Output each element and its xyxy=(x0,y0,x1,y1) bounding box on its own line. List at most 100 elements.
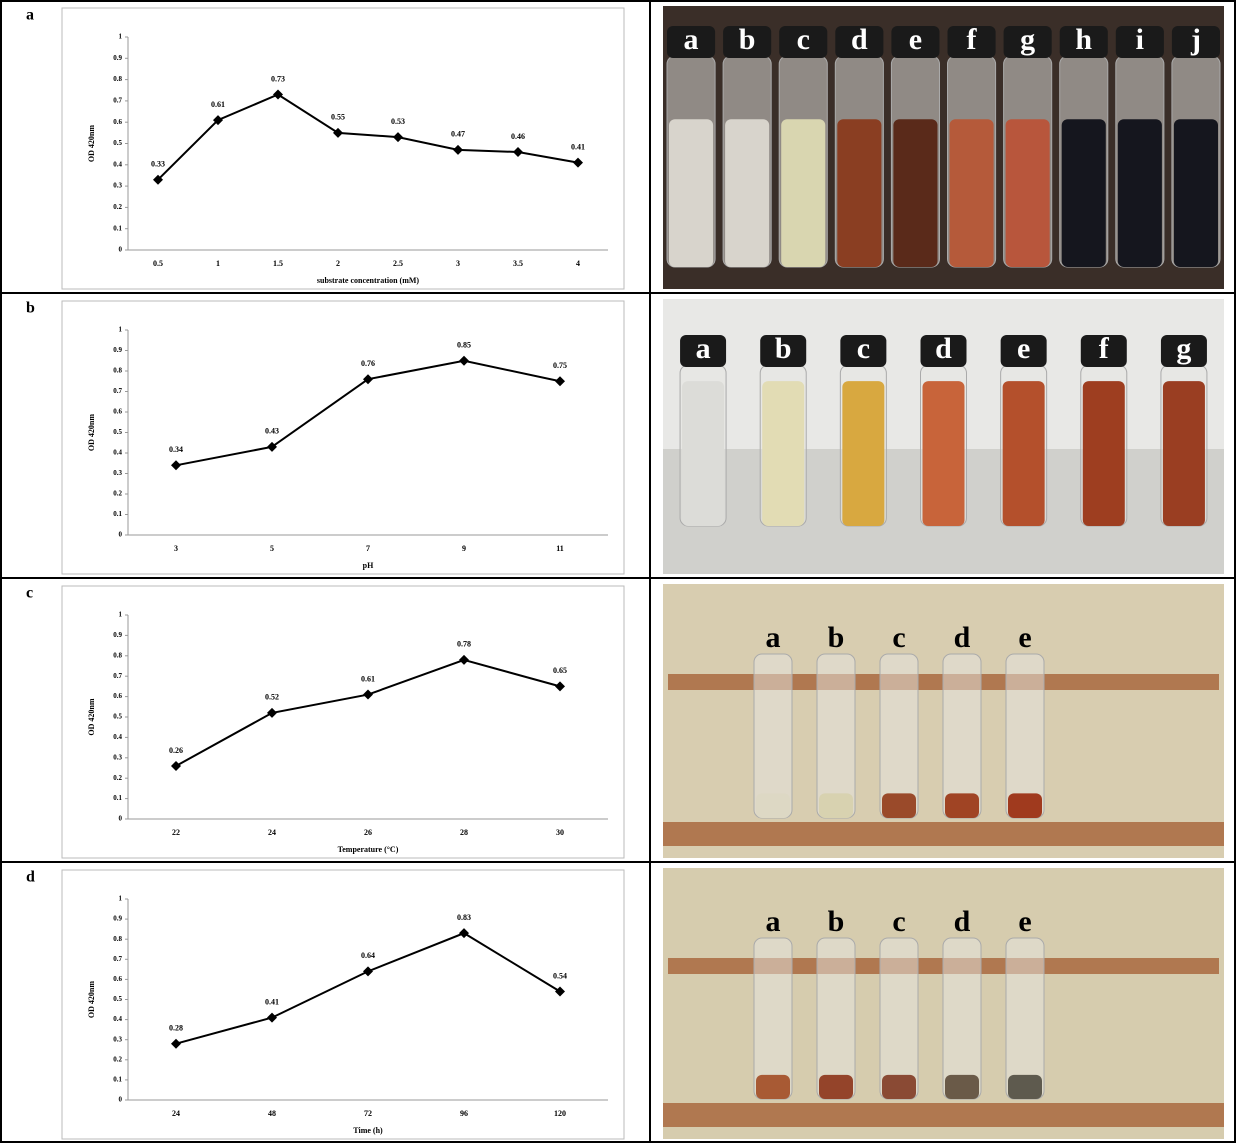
y-axis-label: OD 420nm xyxy=(87,414,96,451)
x-tick-label: 72 xyxy=(364,1109,372,1118)
x-tick-label: 120 xyxy=(554,1109,566,1118)
data-label: 0.75 xyxy=(553,361,567,370)
tube-label: b xyxy=(739,23,756,56)
y-tick-label: 0.4 xyxy=(113,733,122,741)
tube-label: j xyxy=(1190,23,1201,56)
chart-frame xyxy=(62,8,624,289)
data-label: 0.65 xyxy=(553,666,567,675)
data-label: 0.73 xyxy=(271,74,285,83)
tube-liquid xyxy=(781,119,825,267)
y-axis-label: OD 420nm xyxy=(87,125,96,162)
tube-liquid xyxy=(669,119,713,267)
y-tick-label: 0 xyxy=(119,815,123,823)
y-tick-label: 0 xyxy=(119,246,123,254)
x-tick-label: 4 xyxy=(576,259,580,268)
y-tick-label: 0.6 xyxy=(113,408,122,416)
tube-label: e xyxy=(1018,621,1031,654)
tube-liquid xyxy=(819,1075,853,1099)
tube-liquid xyxy=(1008,1075,1042,1099)
y-tick-label: 0.4 xyxy=(113,449,122,457)
tube-label: h xyxy=(1075,23,1092,56)
data-label: 0.47 xyxy=(451,130,465,139)
x-tick-label: 30 xyxy=(556,828,564,837)
tube-liquid xyxy=(893,119,937,267)
chart-frame xyxy=(62,301,624,574)
tube-liquid xyxy=(837,119,881,267)
y-tick-label: 0.6 xyxy=(113,118,122,126)
data-label: 0.52 xyxy=(265,693,279,702)
x-tick-label: 22 xyxy=(172,828,180,837)
y-axis-label: OD 420nm xyxy=(87,698,96,735)
tube-label: c xyxy=(857,332,870,365)
tube-label: e xyxy=(1018,905,1031,938)
panel-letter: b xyxy=(26,300,35,317)
tube-liquid xyxy=(923,381,965,526)
data-label: 0.83 xyxy=(457,913,471,922)
tube-label: c xyxy=(892,621,905,654)
y-tick-label: 0.5 xyxy=(113,713,122,721)
y-tick-label: 0.4 xyxy=(113,1015,122,1023)
x-tick-label: 9 xyxy=(462,544,466,553)
y-tick-label: 0.1 xyxy=(113,794,122,802)
y-tick-label: 0.5 xyxy=(113,428,122,436)
y-tick-label: 0.1 xyxy=(113,510,122,518)
tube-liquid xyxy=(1006,119,1050,267)
rack-base xyxy=(663,822,1224,846)
y-tick-label: 0 xyxy=(119,531,123,539)
y-tick-label: 0.3 xyxy=(113,182,122,190)
y-tick-label: 0.8 xyxy=(113,651,122,659)
data-label: 0.85 xyxy=(457,341,471,350)
data-label: 0.43 xyxy=(265,427,279,436)
tube-liquid xyxy=(945,793,979,818)
y-tick-label: 1 xyxy=(119,326,123,334)
tube-label: d xyxy=(954,621,971,654)
y-tick-label: 0.9 xyxy=(113,346,122,354)
tube-liquid xyxy=(882,793,916,818)
x-tick-label: 1 xyxy=(216,259,220,268)
data-label: 0.28 xyxy=(169,1024,183,1033)
y-tick-label: 0.4 xyxy=(113,160,122,168)
y-tick-label: 1 xyxy=(119,895,123,903)
tube-liquid xyxy=(950,119,994,267)
tube-liquid xyxy=(842,381,884,526)
tube-liquid xyxy=(882,1075,916,1099)
x-tick-label: 24 xyxy=(172,1109,180,1118)
x-axis-label: pH xyxy=(363,561,374,570)
data-label: 0.76 xyxy=(361,359,375,368)
x-tick-label: 1.5 xyxy=(273,259,283,268)
tube-liquid xyxy=(1174,119,1218,267)
y-tick-label: 0.6 xyxy=(113,975,122,983)
data-label: 0.54 xyxy=(553,971,567,980)
y-tick-label: 0.6 xyxy=(113,692,122,700)
tube-label: a xyxy=(766,905,781,938)
x-tick-label: 24 xyxy=(268,828,276,837)
tube-label: c xyxy=(892,905,905,938)
y-tick-label: 0.7 xyxy=(113,955,122,963)
panel-letter: d xyxy=(26,869,35,886)
data-label: 0.41 xyxy=(571,142,585,151)
y-tick-label: 0.1 xyxy=(113,224,122,232)
tube-label: i xyxy=(1136,23,1144,56)
y-tick-label: 0.2 xyxy=(113,490,122,498)
tube-label: g xyxy=(1020,23,1035,56)
x-axis-label: substrate concentration (mM) xyxy=(317,276,420,285)
x-tick-label: 3.5 xyxy=(513,259,523,268)
panel-letter: c xyxy=(26,585,33,602)
figure: a 0 0.1 0.2 0.3 0.4 0.5 0.6 0.7 0.8 0.9 1 OD 420nm 0.… xyxy=(0,0,1236,1143)
tube-liquid xyxy=(819,793,853,818)
x-tick-label: 5 xyxy=(270,544,274,553)
y-tick-label: 0.9 xyxy=(113,54,122,62)
tube-label: f xyxy=(967,23,978,56)
y-tick-label: 1 xyxy=(119,33,123,41)
y-tick-label: 0 xyxy=(119,1096,123,1104)
tube-liquid xyxy=(756,1075,790,1099)
tube-label: g xyxy=(1176,332,1191,365)
y-tick-label: 0.1 xyxy=(113,1076,122,1084)
tube-label: e xyxy=(1017,332,1030,365)
y-tick-label: 0.3 xyxy=(113,753,122,761)
data-label: 0.61 xyxy=(211,100,225,109)
x-tick-label: 0.5 xyxy=(153,259,163,268)
y-tick-label: 0.8 xyxy=(113,75,122,83)
tube-label: a xyxy=(696,332,711,365)
tube-label: b xyxy=(775,332,792,365)
